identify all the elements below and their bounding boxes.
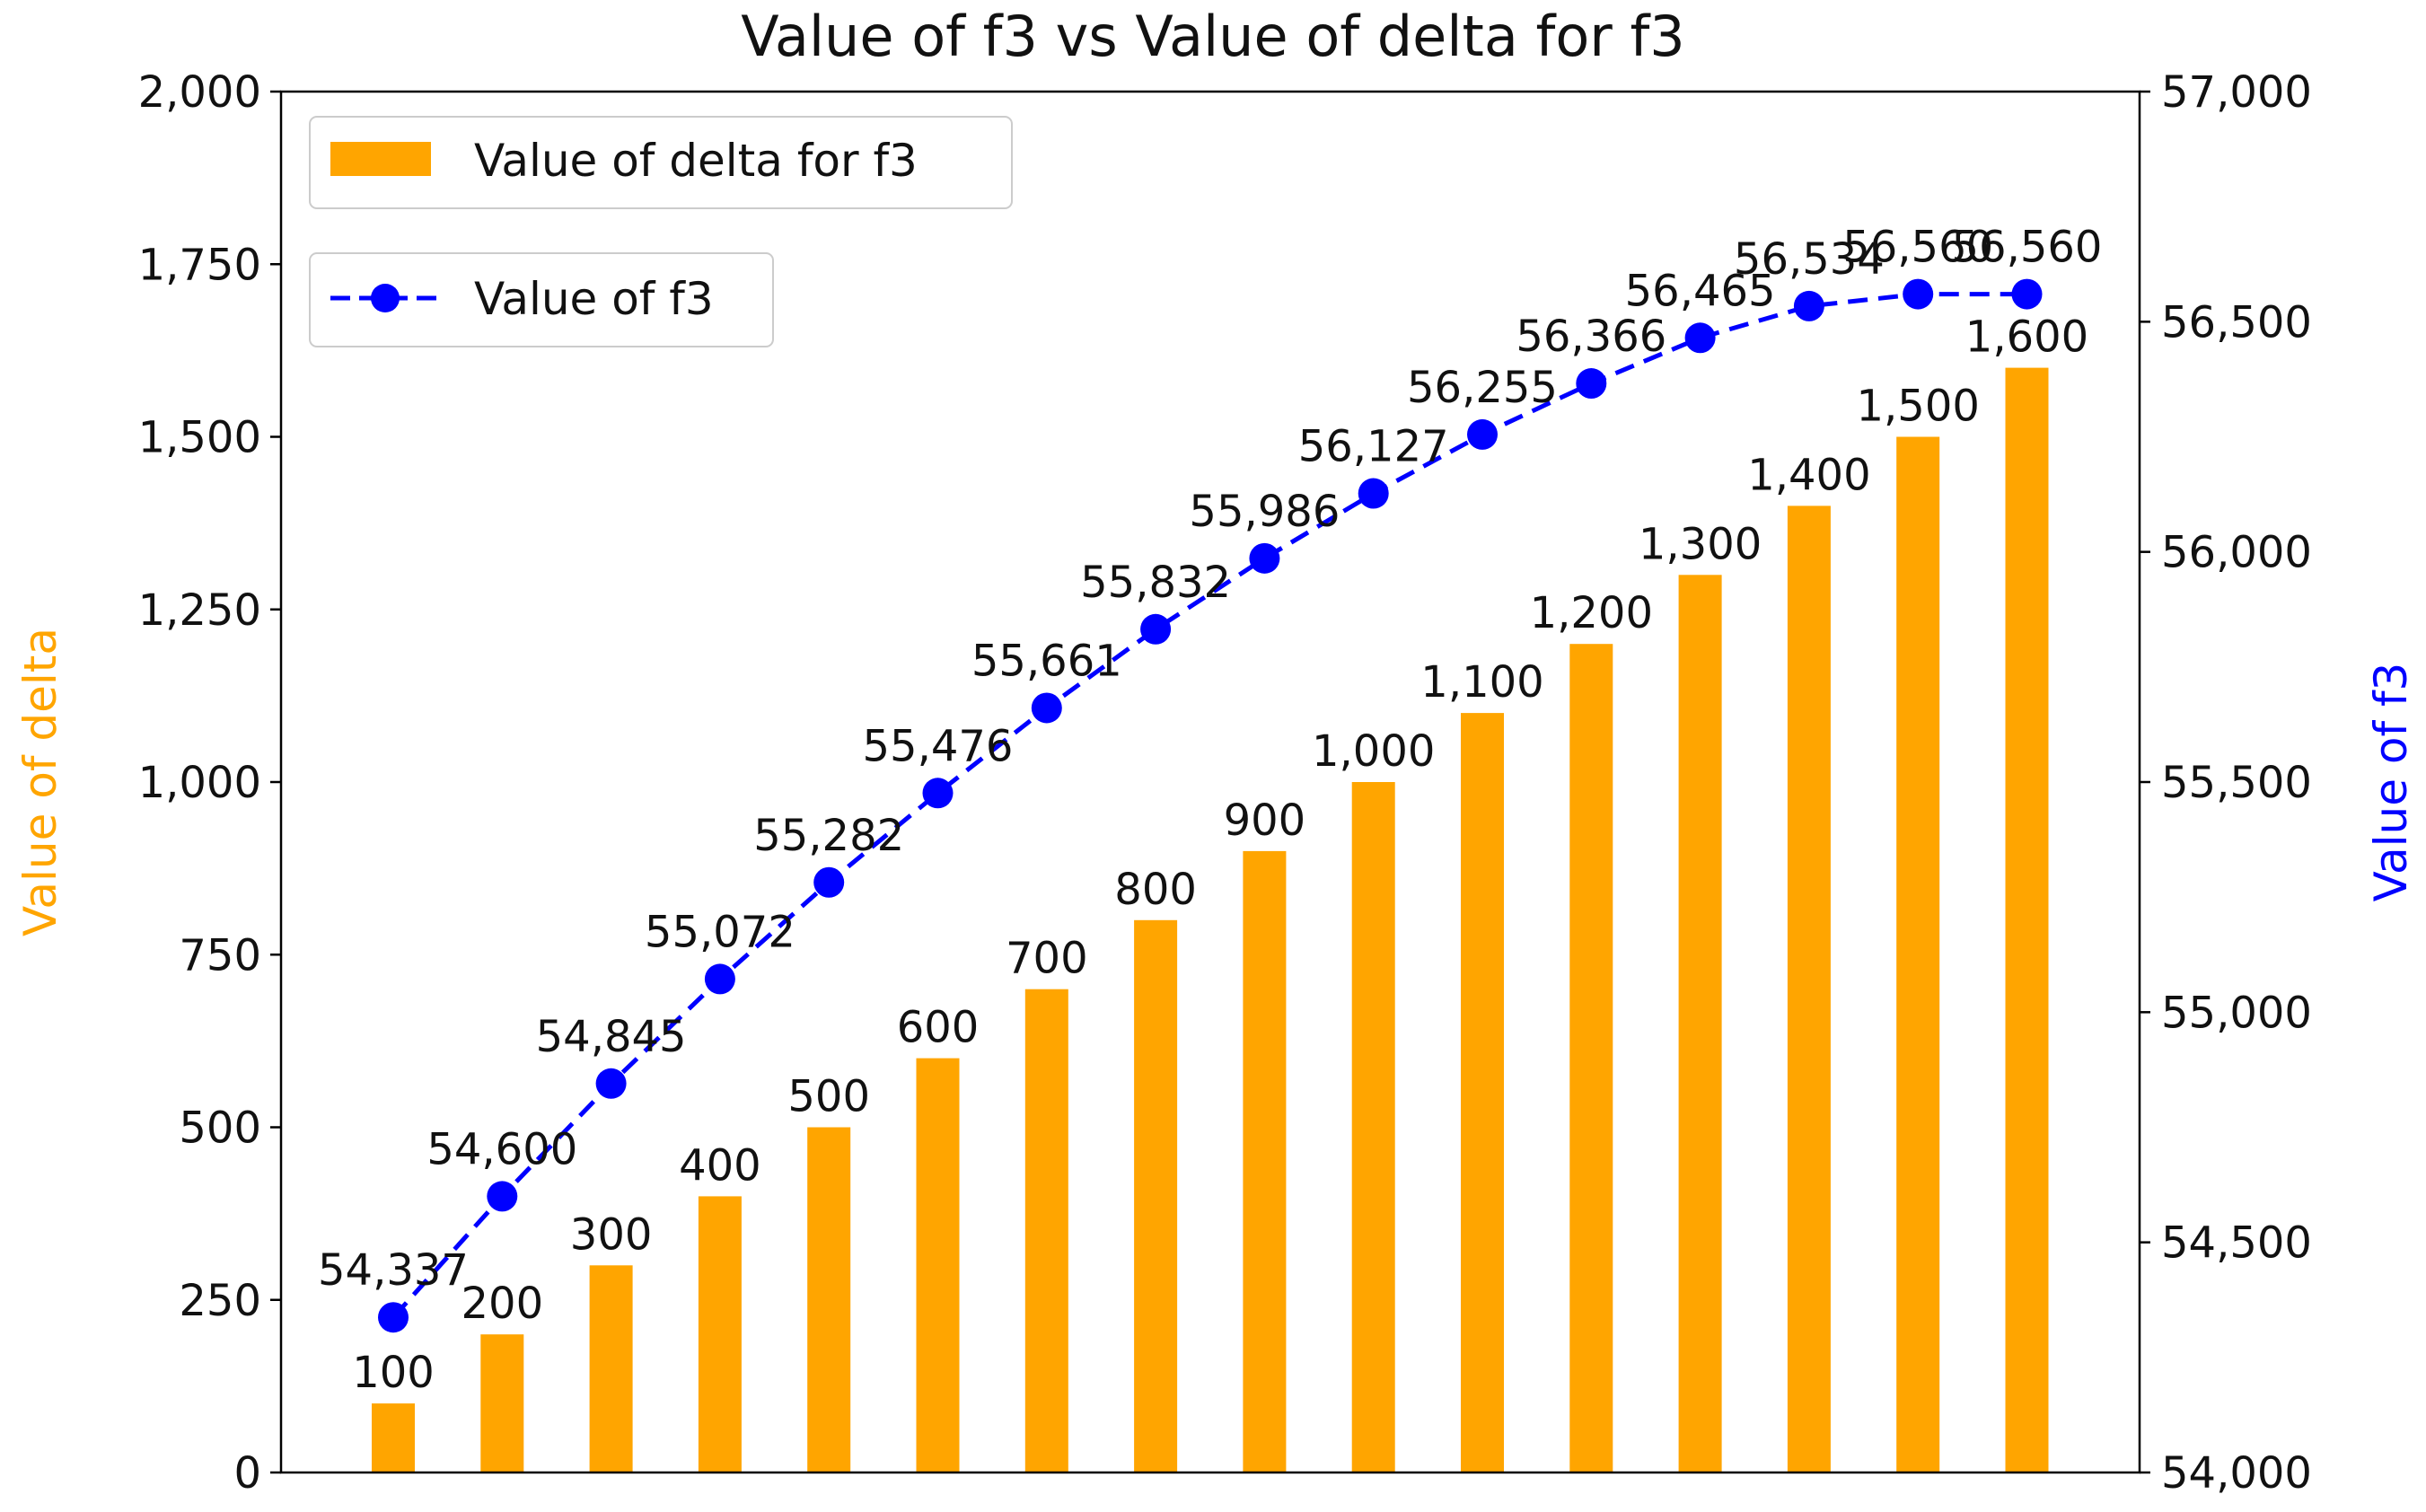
- legend-line-frame: [309, 252, 774, 347]
- bar: [1134, 919, 1178, 1472]
- bar: [1569, 644, 1613, 1472]
- line-series: [378, 278, 2043, 1333]
- f3-point-label: 55,072: [645, 907, 795, 957]
- chart-title: Value of f3 vs Value of delta for f3: [741, 4, 1685, 69]
- f3-point: [813, 866, 845, 898]
- f3-point-label: 56,127: [1298, 422, 1449, 472]
- f3-point: [1903, 278, 1934, 310]
- f3-point-label: 56,366: [1516, 312, 1666, 362]
- legend-bar: Value of delta for f3: [309, 116, 1013, 209]
- f3-point: [1031, 692, 1062, 724]
- bar-label: 300: [570, 1209, 653, 1260]
- bar: [1243, 850, 1287, 1472]
- bar: [916, 1058, 960, 1472]
- f3-point-label: 55,986: [1189, 487, 1340, 537]
- f3-point-label: 55,476: [863, 721, 1014, 771]
- legend-bar-label: Value of delta for f3: [474, 135, 918, 187]
- f3-point: [1249, 542, 1280, 574]
- legend-bar-swatch: [330, 142, 431, 176]
- right-tick-label: 55,500: [2161, 758, 2312, 808]
- bar-label: 700: [1006, 934, 1088, 984]
- bar-label: 800: [1114, 865, 1197, 915]
- f3-point: [1467, 418, 1498, 450]
- f3-point: [1684, 322, 1716, 354]
- bar-label: 200: [461, 1279, 543, 1329]
- legend-bar-frame: [309, 116, 1013, 209]
- bar: [589, 1265, 633, 1472]
- f3-point-label: 56,560: [1842, 223, 1993, 273]
- bar: [698, 1196, 742, 1472]
- bar: [372, 1403, 415, 1472]
- bar-series: [372, 367, 2049, 1473]
- left-tick-label: 1,250: [138, 585, 261, 636]
- bar-label: 400: [679, 1140, 761, 1191]
- bar-label: 1,600: [1965, 312, 2088, 363]
- right-tick-label: 54,500: [2161, 1218, 2312, 1269]
- bar-label: 1,200: [1530, 588, 1653, 638]
- left-tick-label: 250: [179, 1276, 261, 1326]
- bar-label: 100: [352, 1348, 435, 1398]
- f3-point-label: 54,600: [426, 1124, 577, 1174]
- left-tick-label: 500: [179, 1103, 261, 1154]
- left-tick-label: 1,750: [138, 240, 261, 290]
- f3-point-label: 56,534: [1734, 234, 1885, 285]
- bar-label: 1,500: [1856, 382, 1979, 432]
- f3-point-label: 55,282: [753, 811, 904, 861]
- bar: [807, 1127, 851, 1472]
- bar-label: 500: [787, 1072, 870, 1122]
- legend-line: Value of f3: [309, 252, 774, 347]
- bar-label: 1,400: [1747, 450, 1870, 500]
- left-axis: 0 250 500 750 1,000 1,250 1,500 1,750 2,000: [138, 67, 281, 1499]
- bar-label: 1,100: [1420, 657, 1543, 708]
- f3-point: [1358, 478, 1389, 509]
- f3-point-label: 56,255: [1407, 363, 1558, 413]
- bar: [1024, 989, 1068, 1472]
- right-tick-label: 57,000: [2161, 67, 2312, 118]
- bar: [1678, 575, 1722, 1472]
- bar-label: 1,300: [1639, 519, 1762, 569]
- f3-point-label: 55,832: [1080, 558, 1231, 608]
- bar: [480, 1334, 524, 1472]
- f3-point: [487, 1181, 518, 1212]
- f3-point: [378, 1302, 409, 1333]
- left-tick-label: 750: [179, 930, 261, 980]
- right-tick-label: 56,500: [2161, 297, 2312, 347]
- f3-point: [1140, 613, 1172, 645]
- f3-point-label: 54,337: [318, 1245, 469, 1296]
- f3-point: [922, 778, 954, 809]
- bar: [1787, 505, 1831, 1472]
- bar-label: 1,000: [1312, 726, 1435, 777]
- bar: [1461, 713, 1504, 1472]
- left-tick-label: 0: [233, 1448, 261, 1499]
- f3-point: [704, 963, 735, 995]
- f3-point: [1576, 368, 1607, 400]
- bar: [1896, 436, 1940, 1472]
- left-tick-label: 1,500: [138, 413, 261, 463]
- legend-line-label: Value of f3: [474, 273, 714, 325]
- f3-point-label: 54,845: [536, 1012, 687, 1062]
- left-axis-label: Value of delta: [14, 628, 66, 936]
- f3-point-label: 56,560: [1952, 223, 2103, 273]
- line-labels: 54,337 54,600 54,845 55,072 55,282 55,476 55,6…: [318, 223, 2102, 1297]
- right-tick-label: 54,000: [2161, 1448, 2312, 1499]
- f3-point: [1793, 290, 1824, 321]
- f3-line: [391, 292, 2027, 1319]
- bar-label: 900: [1224, 796, 1306, 846]
- f3-point-label: 55,661: [971, 636, 1122, 686]
- legend-line-marker: [371, 284, 400, 312]
- bar-label: 600: [897, 1003, 980, 1053]
- bar: [1351, 782, 1395, 1472]
- right-tick-label: 56,000: [2161, 528, 2312, 578]
- left-tick-label: 1,000: [138, 758, 261, 808]
- left-tick-label: 2,000: [138, 67, 261, 118]
- right-axis: 54,000 54,500 55,000 55,500 56,000 56,500 57,0…: [2140, 67, 2312, 1499]
- bar: [2005, 367, 2049, 1473]
- f3-point-label: 56,465: [1625, 266, 1776, 316]
- f3-point: [2011, 278, 2043, 310]
- f3-point: [595, 1068, 627, 1099]
- right-axis-label: Value of f3: [2365, 663, 2417, 902]
- right-tick-label: 55,000: [2161, 988, 2312, 1038]
